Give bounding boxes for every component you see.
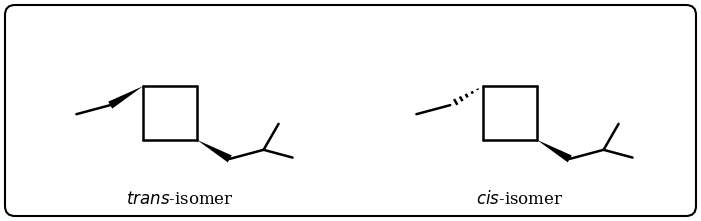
Polygon shape	[108, 86, 143, 109]
Polygon shape	[197, 140, 232, 162]
Text: $\it{cis}$-isomer: $\it{cis}$-isomer	[476, 190, 564, 208]
FancyBboxPatch shape	[5, 5, 696, 216]
Text: $\it{trans}$-isomer: $\it{trans}$-isomer	[126, 191, 234, 208]
Polygon shape	[537, 140, 572, 162]
